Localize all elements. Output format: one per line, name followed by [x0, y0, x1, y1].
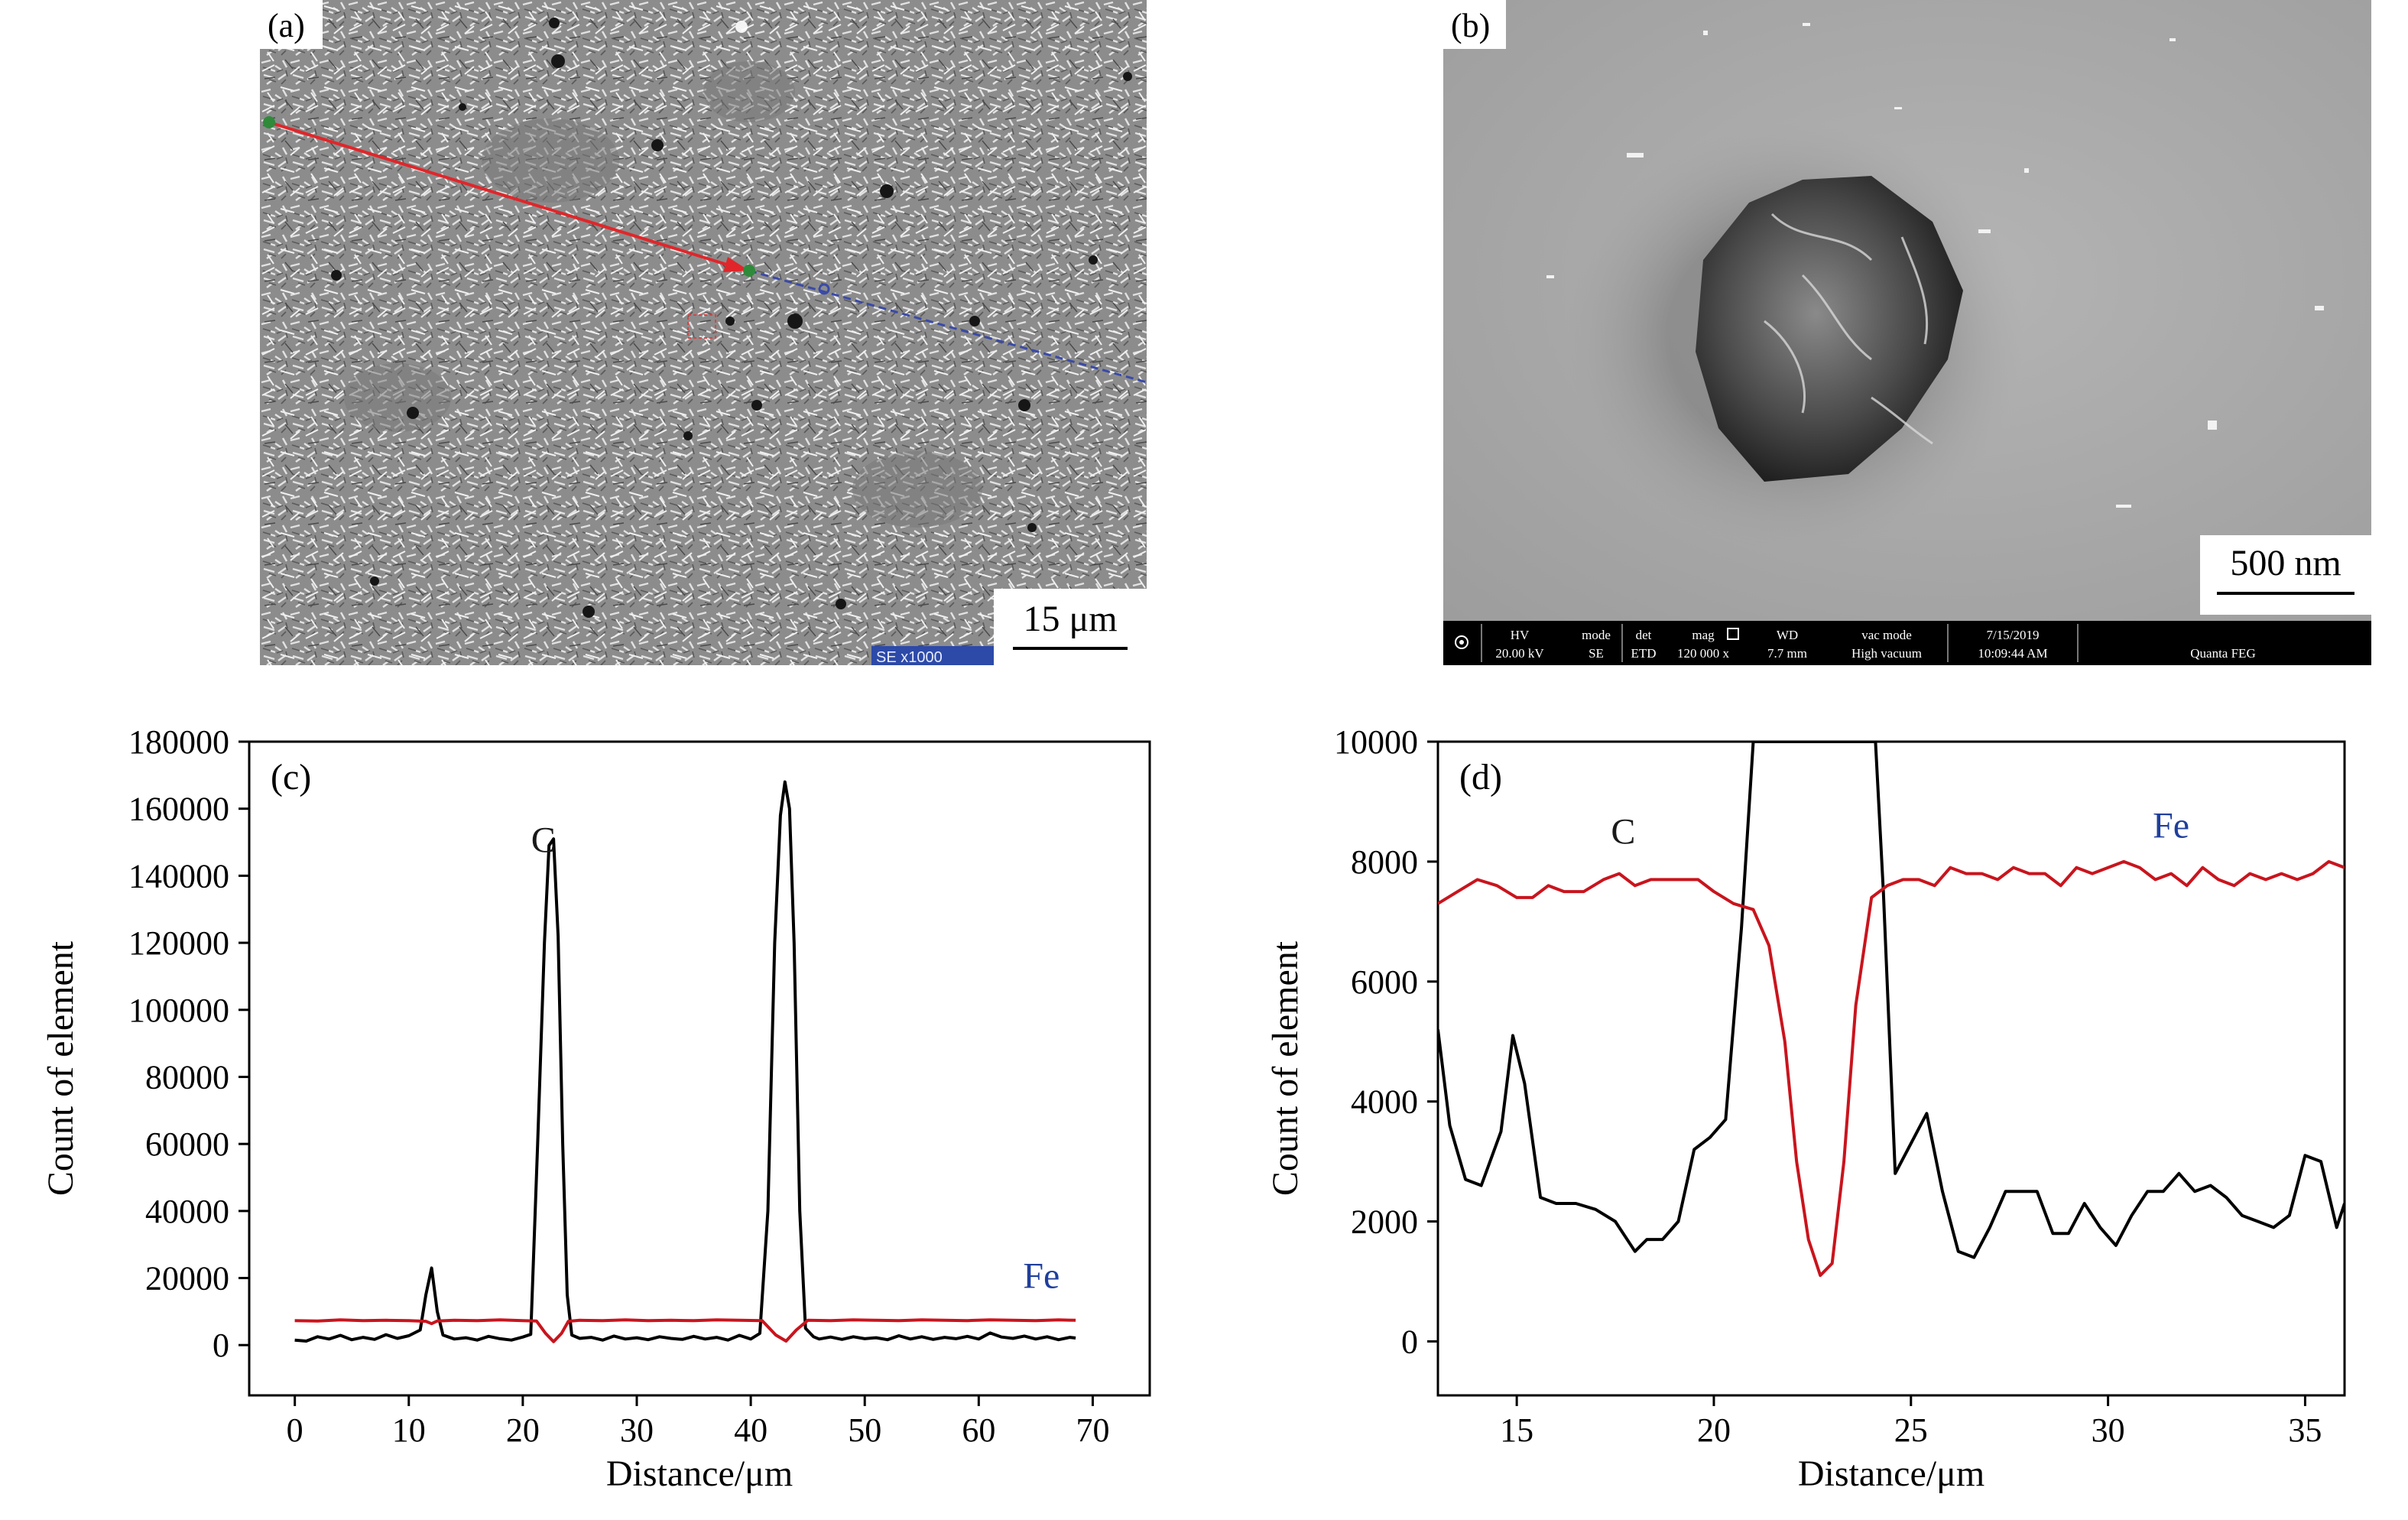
y-tick-label: 100000	[128, 992, 229, 1029]
svg-text:SE x1000: SE x1000	[876, 649, 943, 665]
series-line-fe	[294, 1318, 1076, 1343]
y-axis-label: Count of element	[1265, 940, 1306, 1196]
series-line-fe	[1438, 859, 2345, 1278]
micrograph-b: (b) 500 nm HV 20.00 kV mode SE det ETD m…	[1443, 0, 2371, 665]
x-tick-label: 40	[734, 1411, 768, 1449]
y-tick-label: 40000	[145, 1193, 229, 1230]
annotation-fe: Fe	[2153, 806, 2189, 846]
series-group	[1438, 742, 2345, 1278]
y-tick-label: 10000	[1334, 723, 1418, 761]
y-tick-label: 0	[213, 1327, 229, 1364]
svg-text:vac mode: vac mode	[1861, 628, 1912, 642]
panel-label-a: (a)	[268, 7, 305, 44]
scan-start-marker	[263, 116, 275, 128]
line-scan-chart-d: 15 20 25 30 35 0 2000 4000 6000 8000 10000 Distance…	[1204, 719, 2408, 1516]
y-tick-label: 0	[1401, 1323, 1418, 1360]
scan-split-marker	[743, 265, 755, 277]
chart-c-svg: 0 10 20 30 40 50 60 70 0 20000 40000 60000 80000 1000…	[41, 723, 1151, 1494]
x-tick-label: 70	[1076, 1411, 1109, 1449]
micrograph-a: (a) 15 μm SE x1000	[260, 0, 1147, 666]
svg-text:SE: SE	[1589, 646, 1604, 661]
annotation-c: C	[1611, 811, 1635, 852]
svg-text:WD: WD	[1777, 628, 1798, 642]
y-tick-label: 140000	[128, 857, 229, 895]
x-tick-label: 50	[848, 1411, 881, 1449]
svg-text:10:09:44 AM: 10:09:44 AM	[1978, 646, 2047, 661]
x-tick-label: 20	[506, 1411, 540, 1449]
svg-text:7.7 mm: 7.7 mm	[1767, 646, 1807, 661]
x-tick-label: 10	[392, 1411, 426, 1449]
x-axis-label: Distance/μm	[606, 1453, 793, 1494]
scan-line-red	[268, 121, 742, 271]
x-tick-label: 35	[2288, 1411, 2322, 1449]
svg-text:Quanta FEG: Quanta FEG	[2190, 646, 2255, 661]
svg-text:120 000 x: 120 000 x	[1677, 646, 1730, 661]
y-tick-label: 80000	[145, 1058, 229, 1096]
chart-d-svg: 15 20 25 30 35 0 2000 4000 6000 8000 10000 Distance…	[1265, 723, 2346, 1494]
series-group	[294, 780, 1076, 1343]
x-tick-label: 60	[962, 1411, 995, 1449]
x-tick-label: 25	[1894, 1411, 1928, 1449]
y-tick-label: 120000	[128, 924, 229, 962]
svg-text:det: det	[1636, 628, 1652, 642]
series-line-c	[294, 780, 1076, 1343]
scan-line-blue	[748, 269, 1147, 384]
plot-frame	[248, 740, 1151, 1397]
y-tick-label: 180000	[128, 723, 229, 761]
y-tick-label: 6000	[1351, 963, 1418, 1001]
y-tick-label: 4000	[1351, 1083, 1418, 1121]
annotation-c: C	[531, 820, 556, 861]
y-tick-label: 2000	[1351, 1203, 1418, 1241]
micrograph-a-image: (a) 15 μm SE x1000	[260, 0, 1147, 666]
panel-label-b: (b)	[1451, 7, 1490, 44]
x-tick-label: 15	[1500, 1411, 1533, 1449]
svg-text:7/15/2019: 7/15/2019	[1987, 628, 2040, 642]
x-tick-label: 30	[620, 1411, 654, 1449]
svg-text:HV: HV	[1511, 628, 1530, 642]
y-tick-label: 60000	[145, 1125, 229, 1163]
scale-bar-label-b: 500 nm	[2230, 543, 2341, 583]
series-line-c	[1438, 742, 2345, 1259]
particle	[1696, 176, 1963, 482]
y-tick-label: 160000	[128, 791, 229, 828]
svg-text:20.00 kV: 20.00 kV	[1495, 646, 1544, 661]
x-tick-label: 20	[1697, 1411, 1731, 1449]
svg-text:ETD: ETD	[1631, 646, 1656, 661]
line-scan-chart-c: 0 10 20 30 40 50 60 70 0 20000 40000 60000 80000 1000…	[0, 719, 1193, 1516]
svg-text:High vacuum: High vacuum	[1851, 646, 1922, 661]
scale-bar-label-a: 15 μm	[1023, 599, 1117, 639]
svg-text:mag: mag	[1692, 628, 1715, 642]
info-tag-a	[871, 646, 994, 665]
svg-text:mode: mode	[1582, 628, 1611, 642]
sem-logo-icon	[1455, 635, 1468, 649]
panel-label: (d)	[1459, 757, 1502, 797]
plot-frame	[1436, 740, 2346, 1397]
y-tick-label: 20000	[145, 1260, 229, 1298]
x-axis-label: Distance/μm	[1798, 1453, 1984, 1494]
x-tick-label: 30	[2092, 1411, 2125, 1449]
y-tick-label: 8000	[1351, 843, 1418, 881]
x-tick-label: 0	[287, 1411, 303, 1449]
annotation-fe: Fe	[1023, 1256, 1060, 1297]
micrograph-b-image: (b) 500 nm HV 20.00 kV mode SE det ETD m…	[1443, 0, 2371, 665]
y-axis-label: Count of element	[41, 940, 81, 1196]
panel-label: (c)	[271, 757, 311, 797]
sem-info-bar	[1443, 621, 2371, 665]
